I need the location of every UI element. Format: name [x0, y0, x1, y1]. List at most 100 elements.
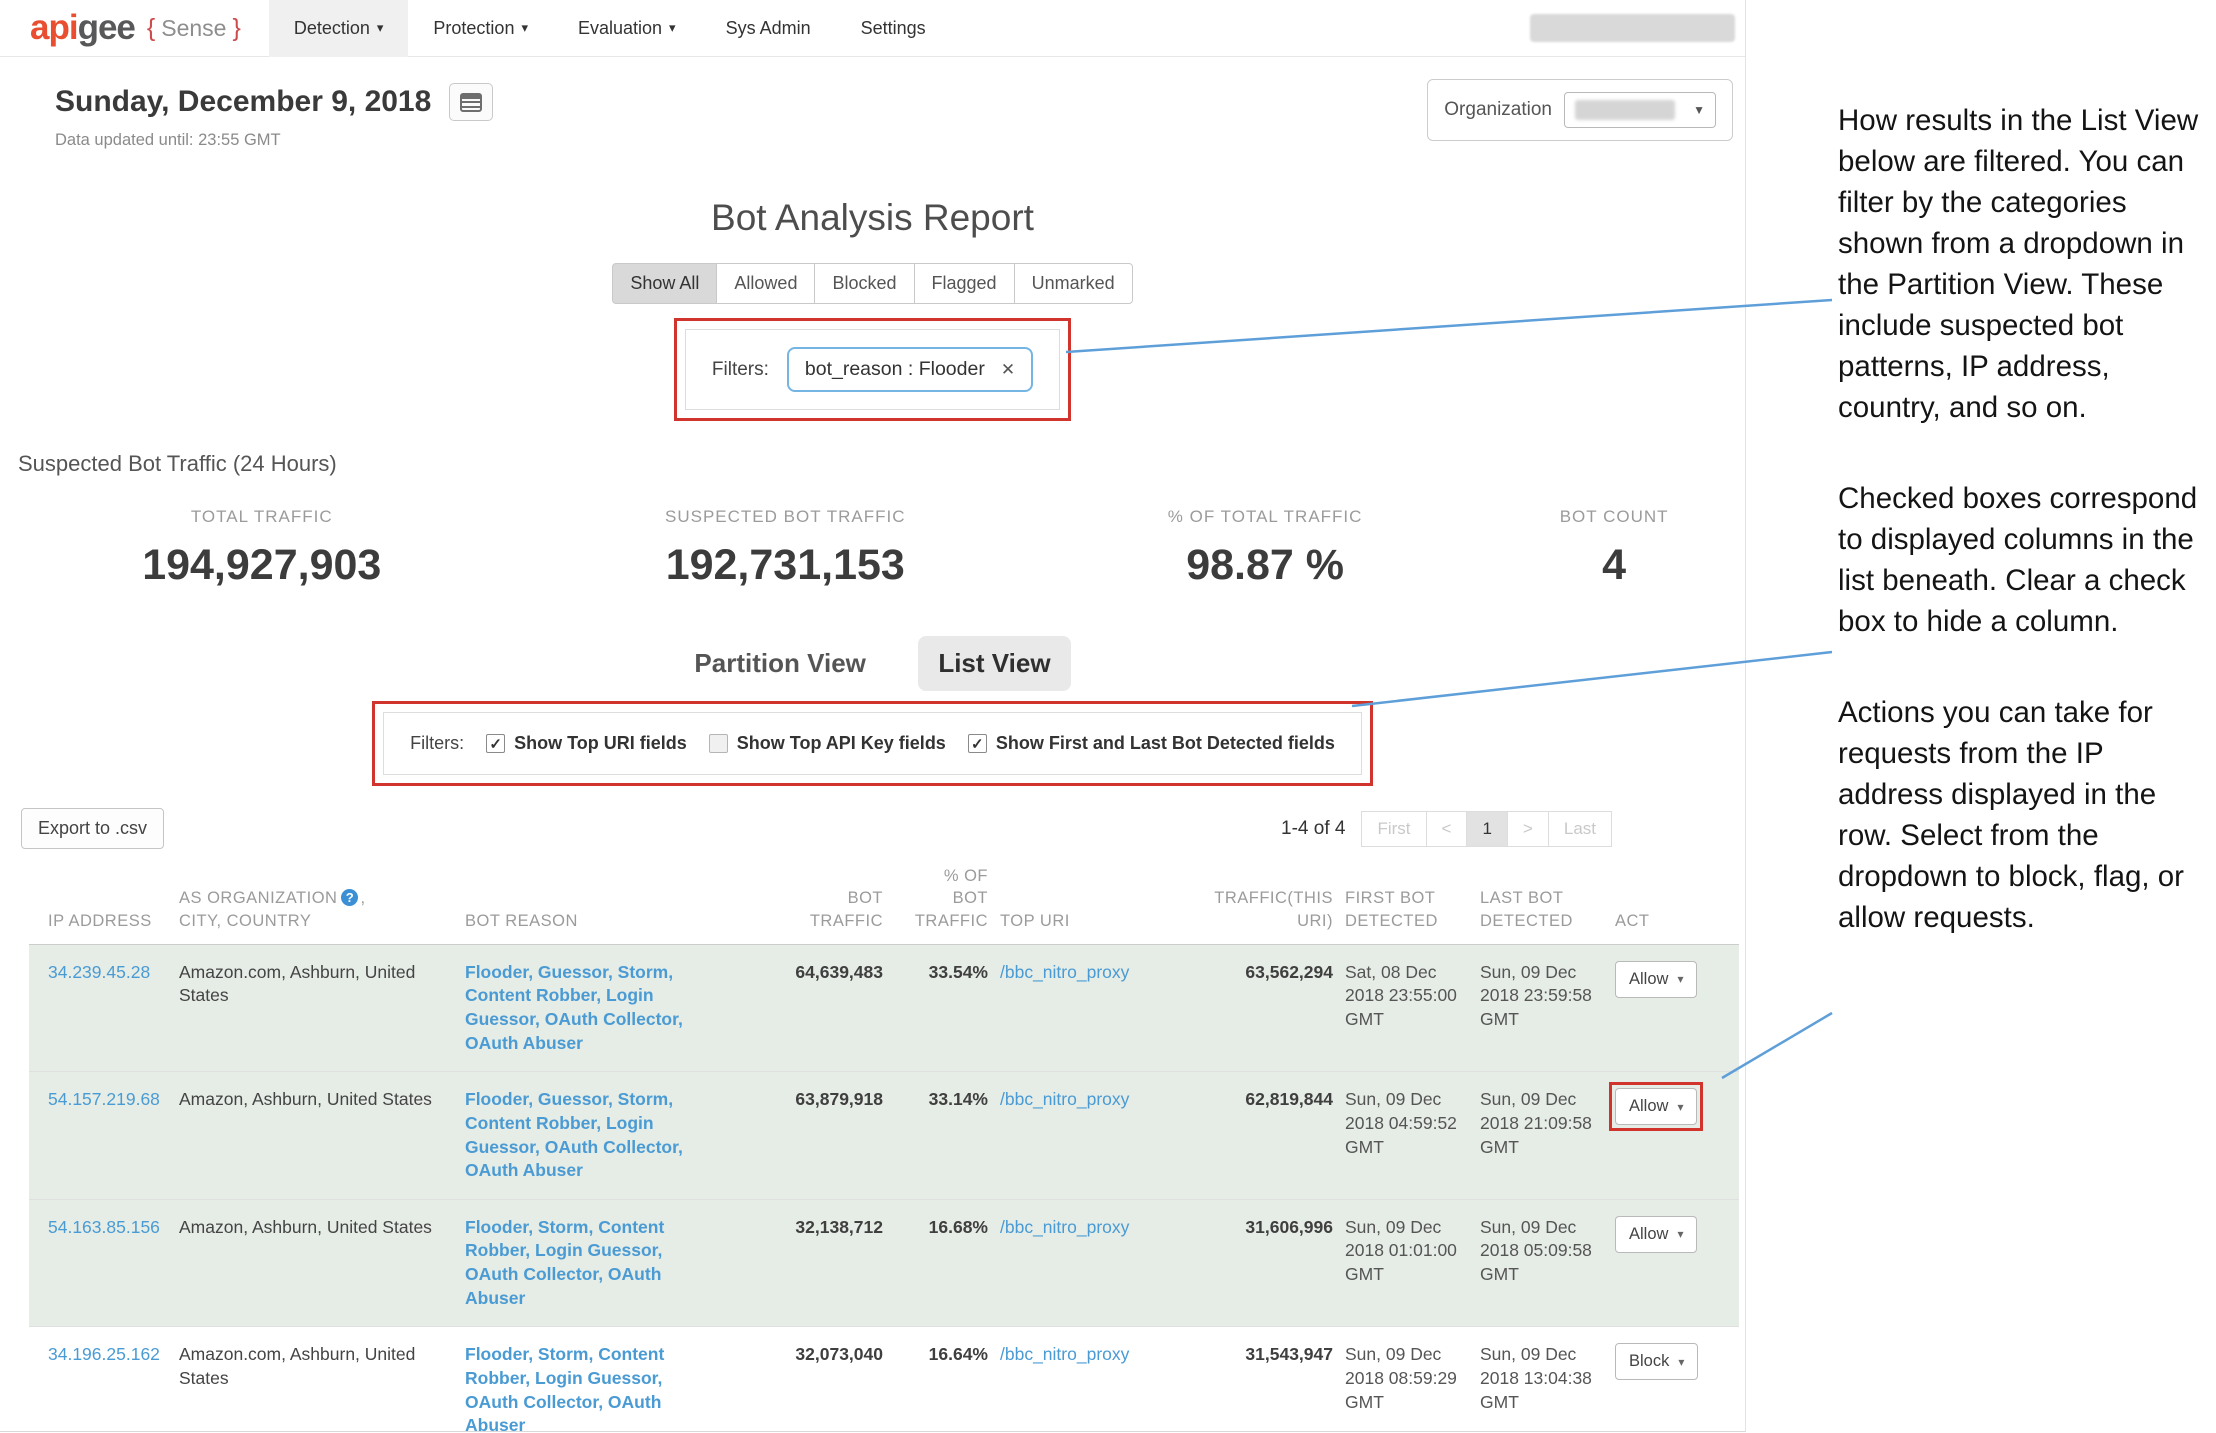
checkbox-show-top-uri[interactable]: ✓ Show Top URI fields — [486, 733, 687, 754]
ip-link[interactable]: 34.239.45.28 — [48, 961, 151, 982]
last-bot-detected-cell: Sun, 09 Dec 2018 23:59:58 GMT — [1480, 944, 1615, 1073]
caret-down-icon: ▾ — [1678, 1354, 1685, 1369]
filter-chip-bot-reason-flooder[interactable]: bot_reason : Flooder ✕ — [786, 347, 1034, 392]
ip-link[interactable]: 34.196.25.162 — [48, 1344, 160, 1365]
list-view-button[interactable]: List View — [918, 636, 1071, 691]
caret-down-icon: ▾ — [376, 20, 384, 35]
col-bot-reason: BOT REASON — [465, 865, 712, 945]
pct-bot-traffic-cell: 16.64% — [895, 1326, 1000, 1433]
table-header-row: IP ADDRESS AS ORGANIZATION?, CITY, COUNTR… — [29, 865, 1739, 945]
organization-select[interactable]: ▼ — [1564, 92, 1716, 128]
col-bot-traffic: BOT TRAFFIC — [712, 865, 895, 945]
caret-down-icon: ▾ — [521, 20, 528, 35]
action-dropdown[interactable]: Allow ▾ — [1615, 1215, 1698, 1253]
nav-item-settings[interactable]: Settings — [860, 17, 926, 38]
last-bot-detected-cell: Sun, 09 Dec 2018 21:09:58 GMT — [1480, 1071, 1615, 1200]
caret-down-icon: ▾ — [1677, 1099, 1684, 1114]
apigee-logo: api gee — [30, 8, 136, 48]
bot-traffic-cell: 32,138,712 — [712, 1199, 895, 1328]
bot-reason-links[interactable]: Flooder, Guessor, Storm, Content Robber,… — [465, 961, 683, 1053]
checkbox-show-top-api-key[interactable]: ✓ Show Top API Key fields — [708, 733, 946, 754]
tab-show-all[interactable]: Show All — [612, 263, 718, 304]
date-block: Sunday, December 9, 2018 Data updated un… — [55, 83, 1745, 150]
col-ip-address: IP ADDRESS — [29, 865, 179, 945]
as-organization-cell: Amazon, Ashburn, United States — [179, 1199, 465, 1328]
top-uri-link[interactable]: /bbc_nitro_proxy — [1000, 1344, 1130, 1365]
tab-flagged[interactable]: Flagged — [913, 263, 1015, 304]
col-top-uri: TOP URI — [1000, 865, 1175, 945]
nav-item-detection[interactable]: Detection ▾ — [268, 0, 409, 57]
bot-traffic-cell: 64,639,483 — [712, 944, 895, 1073]
bot-reason-links[interactable]: Flooder, Guessor, Storm, Content Robber,… — [465, 1089, 683, 1181]
top-nav: api gee { Sense } Detection ▾ Protection … — [0, 0, 1745, 57]
traffic-this-uri-cell: 63,562,294 — [1175, 944, 1345, 1073]
tab-blocked[interactable]: Blocked — [814, 263, 915, 304]
nav-menu: Detection ▾ Protection ▾ Evaluation ▾ Sy… — [268, 0, 951, 57]
bot-traffic-cell: 32,073,040 — [712, 1326, 895, 1433]
annotation-red-box-action: Allow ▾ — [1608, 1082, 1704, 1132]
organization-picker: Organization ▼ — [1427, 79, 1733, 141]
nav-item-sys-admin[interactable]: Sys Admin — [725, 17, 811, 38]
filters-bar: Filters: bot_reason : Flooder ✕ — [684, 329, 1061, 410]
nav-item-evaluation[interactable]: Evaluation ▾ — [577, 17, 676, 38]
ip-link[interactable]: 54.157.219.68 — [48, 1089, 160, 1110]
action-dropdown[interactable]: Block ▾ — [1615, 1343, 1699, 1381]
col-traffic-this-uri: TRAFFIC(THIS URI) — [1175, 865, 1345, 945]
pagination-prev[interactable]: < — [1425, 810, 1468, 847]
action-dropdown[interactable]: Allow ▾ — [1615, 960, 1698, 998]
action-dropdown[interactable]: Allow ▾ — [1615, 1088, 1698, 1126]
annotation-red-box-filter: Filters: bot_reason : Flooder ✕ — [673, 318, 1072, 421]
bot-reason-links[interactable]: Flooder, Storm, Content Robber, Login Gu… — [465, 1344, 665, 1433]
col-first-bot-detected: FIRST BOT DETECTED — [1345, 865, 1480, 945]
export-csv-button[interactable]: Export to .csv — [21, 808, 165, 849]
ip-link[interactable]: 54.163.85.156 — [48, 1216, 160, 1237]
close-icon[interactable]: ✕ — [1000, 359, 1016, 379]
organization-value-redacted — [1575, 100, 1675, 120]
stat-bot-count: BOT COUNT 4 — [1559, 507, 1669, 589]
annotation-checkboxes: Checked boxes correspond to displayed co… — [1838, 482, 2198, 638]
annotation-red-box-columns: Filters: ✓ Show Top URI fields ✓ Show To… — [372, 701, 1373, 786]
pagination-first[interactable]: First — [1361, 810, 1427, 847]
checkbox-show-first-last-detected[interactable]: ✓ Show First and Last Bot Detected field… — [967, 733, 1335, 754]
table-row: 34.196.25.162 Amazon.com, Ashburn, Unite… — [29, 1326, 1739, 1433]
nav-item-protection[interactable]: Protection ▾ — [433, 17, 528, 38]
last-bot-detected-cell: Sun, 09 Dec 2018 05:09:58 GMT — [1480, 1199, 1615, 1328]
tab-unmarked[interactable]: Unmarked — [1013, 263, 1133, 304]
annotation-actions: Actions you can take for requests from t… — [1838, 696, 2185, 934]
col-last-bot-detected: LAST BOT DETECTED — [1480, 865, 1615, 945]
first-bot-detected-cell: Sun, 09 Dec 2018 08:59:29 GMT — [1345, 1326, 1480, 1433]
as-organization-cell: Amazon.com, Ashburn, United States — [179, 1326, 465, 1433]
partition-view-button[interactable]: Partition View — [694, 648, 866, 678]
top-uri-link[interactable]: /bbc_nitro_proxy — [1000, 1216, 1130, 1237]
first-bot-detected-cell: Sun, 09 Dec 2018 01:01:00 GMT — [1345, 1199, 1480, 1328]
caret-down-icon: ▾ — [669, 20, 676, 35]
logo-api: api — [30, 8, 79, 47]
first-bot-detected-cell: Sun, 09 Dec 2018 04:59:52 GMT — [1345, 1071, 1480, 1200]
stat-total-traffic: TOTAL TRAFFIC 194,927,903 — [142, 507, 382, 589]
top-uri-link[interactable]: /bbc_nitro_proxy — [1000, 1089, 1130, 1110]
pagination-next[interactable]: > — [1506, 810, 1549, 847]
pagination-last[interactable]: Last — [1547, 810, 1612, 847]
bot-reason-links[interactable]: Flooder, Storm, Content Robber, Login Gu… — [465, 1216, 665, 1308]
traffic-this-uri-cell: 31,543,947 — [1175, 1326, 1345, 1433]
calendar-button[interactable] — [449, 83, 494, 121]
help-icon[interactable]: ? — [341, 889, 359, 907]
caret-down-icon: ▼ — [1693, 103, 1705, 117]
stats-row: TOTAL TRAFFIC 194,927,903 SUSPECTED BOT … — [0, 507, 1745, 590]
organization-label: Organization — [1444, 99, 1552, 120]
annotation-filtering: How results in the List View below are f… — [1838, 104, 2199, 424]
account-name-redacted — [1530, 14, 1735, 42]
col-act: ACT — [1615, 865, 1739, 945]
pct-bot-traffic-cell: 16.68% — [895, 1199, 1000, 1328]
header-band: Sunday, December 9, 2018 Data updated un… — [0, 79, 1745, 191]
tab-allowed[interactable]: Allowed — [716, 263, 816, 304]
pagination-page-1[interactable]: 1 — [1466, 810, 1508, 847]
table-row: 34.239.45.28 Amazon.com, Ashburn, United… — [29, 944, 1739, 1073]
as-organization-cell: Amazon.com, Ashburn, United States — [179, 944, 465, 1073]
pagination-range: 1-4 of 4 — [1281, 817, 1346, 839]
checkbox-icon: ✓ — [486, 734, 506, 753]
view-toggle: Partition View List View — [0, 636, 1745, 691]
as-organization-cell: Amazon, Ashburn, United States — [179, 1071, 465, 1200]
top-uri-link[interactable]: /bbc_nitro_proxy — [1000, 961, 1130, 982]
